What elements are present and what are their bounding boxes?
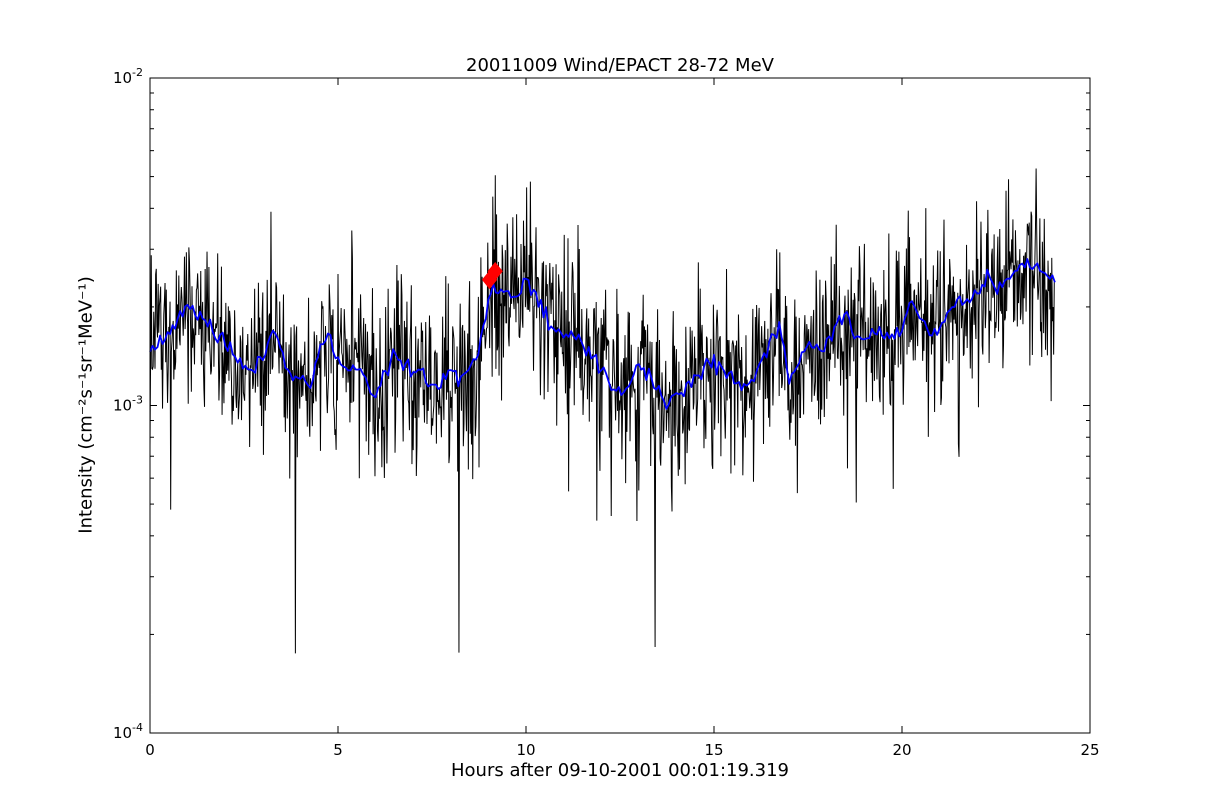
chart-title: 20011009 Wind/EPACT 28-72 MeV [466,55,774,76]
x-axis-label: Hours after 09-10-2001 00:01:19.319 [450,760,789,781]
x-tick-label: 25 [1080,741,1099,759]
smoothed-intensity-line [149,258,1056,410]
x-tick-label: 10 [516,741,535,759]
y-tick-label: 10-3 [113,394,143,415]
x-tick-label: 15 [704,741,723,759]
y-tick-label: 10-4 [113,721,143,742]
x-tick-label: 0 [145,741,155,759]
raw-intensity-line [149,168,1055,654]
y-axis-label: Intensity (cm⁻²s⁻¹sr⁻¹MeV⁻¹) [75,276,97,534]
x-tick-label: 20 [892,741,911,759]
x-tick-label: 5 [333,741,343,759]
y-tick-label: 10-2 [113,66,143,87]
event-marker-diamond [487,261,503,281]
